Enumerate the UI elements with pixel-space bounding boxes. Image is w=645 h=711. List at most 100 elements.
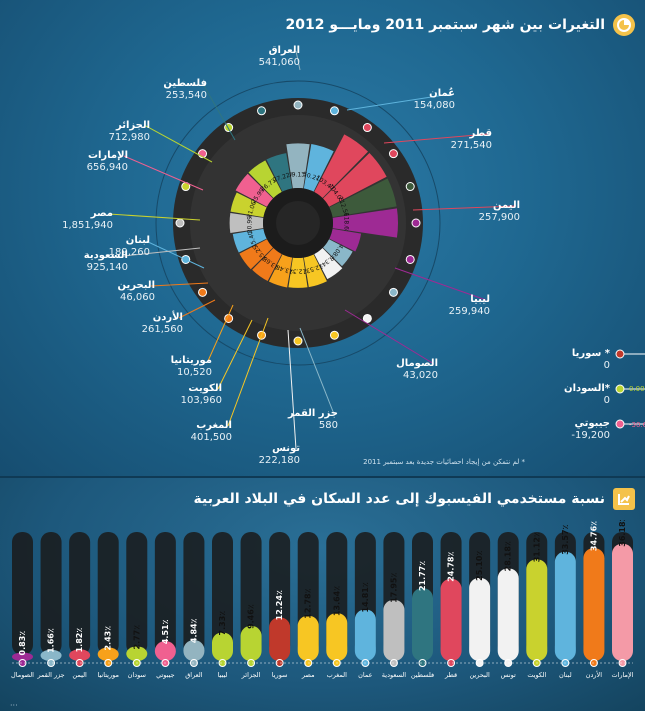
pie-title: التغيرات بين شهر سبتمبر 2011 ومايـــو 20…: [285, 17, 605, 33]
leader-line: [145, 125, 213, 163]
slice-label: اليمن 257,900: [450, 200, 520, 224]
bar-value-label: 4.84٪: [189, 618, 198, 643]
bar: [469, 577, 491, 661]
pie-slice: [239, 239, 274, 270]
slice-change: 103,960: [180, 395, 222, 406]
slice-name: الجزائر: [115, 120, 150, 131]
slice-label: لبنان 189,260: [80, 235, 150, 259]
bar-value-label: 9.46٪: [247, 604, 256, 629]
growth-chart-icon: [613, 488, 635, 510]
slice-label: الإمارات 656,940: [58, 150, 128, 174]
slice-name: فلسطين: [163, 78, 207, 89]
leader-line: [344, 309, 435, 365]
slice-name: الإمارات: [87, 150, 128, 161]
slice-label: الأردن 261,560: [113, 312, 183, 336]
bar-dot: [447, 659, 456, 667]
leader-line: [150, 282, 209, 287]
leader-line: [227, 317, 269, 427]
bar-category-label: موريتانيا: [97, 671, 118, 679]
bar: [412, 588, 433, 661]
slice-name: السعودية: [83, 250, 128, 261]
bar-category-label: اليمن: [72, 671, 87, 679]
pie-slice: [230, 192, 267, 218]
bar-value-label: 1.82٪: [75, 628, 84, 653]
slice-name: موريتانيا: [170, 355, 212, 366]
pie-slice: [268, 254, 293, 288]
side-legend-item: جيبوتي -19,200: [540, 418, 610, 442]
pie-slice: [314, 134, 369, 199]
leader-line: [299, 327, 335, 415]
side-legend-item: السودان* 0: [540, 383, 610, 407]
pie-slice: [329, 228, 362, 252]
slice-marker-dot: [329, 106, 339, 116]
bar-category-label: البحرين: [469, 671, 489, 679]
bar-category-label: سوريا: [272, 671, 288, 679]
side-pct-label: -30.6: [629, 421, 645, 429]
leader-line: [346, 93, 452, 111]
side-legend-value: 0: [603, 360, 610, 371]
pie-slice: [232, 228, 267, 253]
pie-slice: [314, 247, 343, 280]
slice-change: 222,180: [258, 455, 300, 466]
slice-change: 1,851,940: [62, 220, 113, 231]
bar-category-label: جيبوتي: [156, 671, 175, 679]
slice-label: الصومال 43,020: [368, 358, 438, 382]
bar-track: [12, 532, 33, 655]
bar-track: [212, 532, 233, 655]
pie-slice: [322, 152, 387, 207]
pie-slice: [235, 173, 274, 207]
slice-name: مصر: [90, 208, 113, 219]
bar: [126, 646, 148, 661]
pie-slice: [248, 160, 282, 199]
pie-header: التغيرات بين شهر سبتمبر 2011 ومايـــو 20…: [286, 8, 635, 42]
bar: [326, 613, 348, 661]
leader-line: [108, 213, 201, 221]
pie-chart-icon: [613, 14, 635, 36]
side-pct-label: 0.00٪: [629, 385, 645, 393]
leader-line: [145, 240, 205, 269]
slice-change: 541,060: [258, 57, 300, 68]
footer-credit: ···: [10, 701, 18, 710]
bar-category-label: قطر: [444, 671, 457, 679]
bar-value-label: 33.57٪: [561, 524, 570, 554]
slice-name: تونس: [272, 443, 300, 454]
bar-category-label: الإمارات: [611, 671, 633, 679]
section-divider: [0, 476, 645, 478]
slice-name: جزر القمر: [288, 408, 338, 419]
side-legend-name: سوريا *: [571, 348, 610, 359]
bar-track: [183, 532, 205, 655]
bar-category-label: مصر: [301, 671, 315, 679]
side-legend-name: جيبوتي: [574, 418, 610, 429]
bar-title: نسبة مستخدمي الفيسبوك إلى عدد السكان في …: [193, 491, 605, 507]
slice-change: 656,940: [86, 162, 128, 173]
bar-category-label: جزر القمر: [36, 671, 64, 679]
side-legend-value: 0: [603, 395, 610, 406]
pie-slice: [229, 212, 264, 234]
slice-change: 46,060: [120, 292, 155, 303]
slice-name: الأردن: [152, 312, 183, 323]
bar: [383, 599, 405, 661]
slice-pct-label: 49.13٪: [288, 172, 308, 179]
bar-value-label: 34.76٪: [589, 521, 598, 551]
slice-change: 271,540: [450, 140, 492, 151]
side-legend-dot: [615, 349, 625, 359]
slice-change: 154,080: [413, 100, 455, 111]
bar-value-label: 0.83٪: [18, 631, 27, 656]
slice-change: 43,020: [403, 370, 438, 381]
bar-value-label: 14.81٪: [361, 582, 370, 612]
bar-track: [69, 532, 91, 655]
pie-slice: [329, 178, 397, 218]
slice-label: قطر 271,540: [422, 128, 492, 152]
bar: [183, 640, 205, 661]
slice-change: 712,980: [108, 132, 150, 143]
bar-category-label: عمان: [358, 671, 373, 679]
leader-line: [412, 205, 517, 211]
slice-marker-dot: [175, 218, 185, 228]
leader-line: [207, 304, 234, 362]
slice-pct-label: 118.6٪: [343, 213, 350, 233]
bar-value-label: 13.64٪: [332, 586, 341, 616]
bar: [240, 625, 262, 661]
bar-value-label: 4.51٪: [161, 619, 170, 644]
slice-label: ليبيا 259,940: [420, 294, 490, 318]
bar-value-label: 7.33٪: [218, 611, 227, 636]
